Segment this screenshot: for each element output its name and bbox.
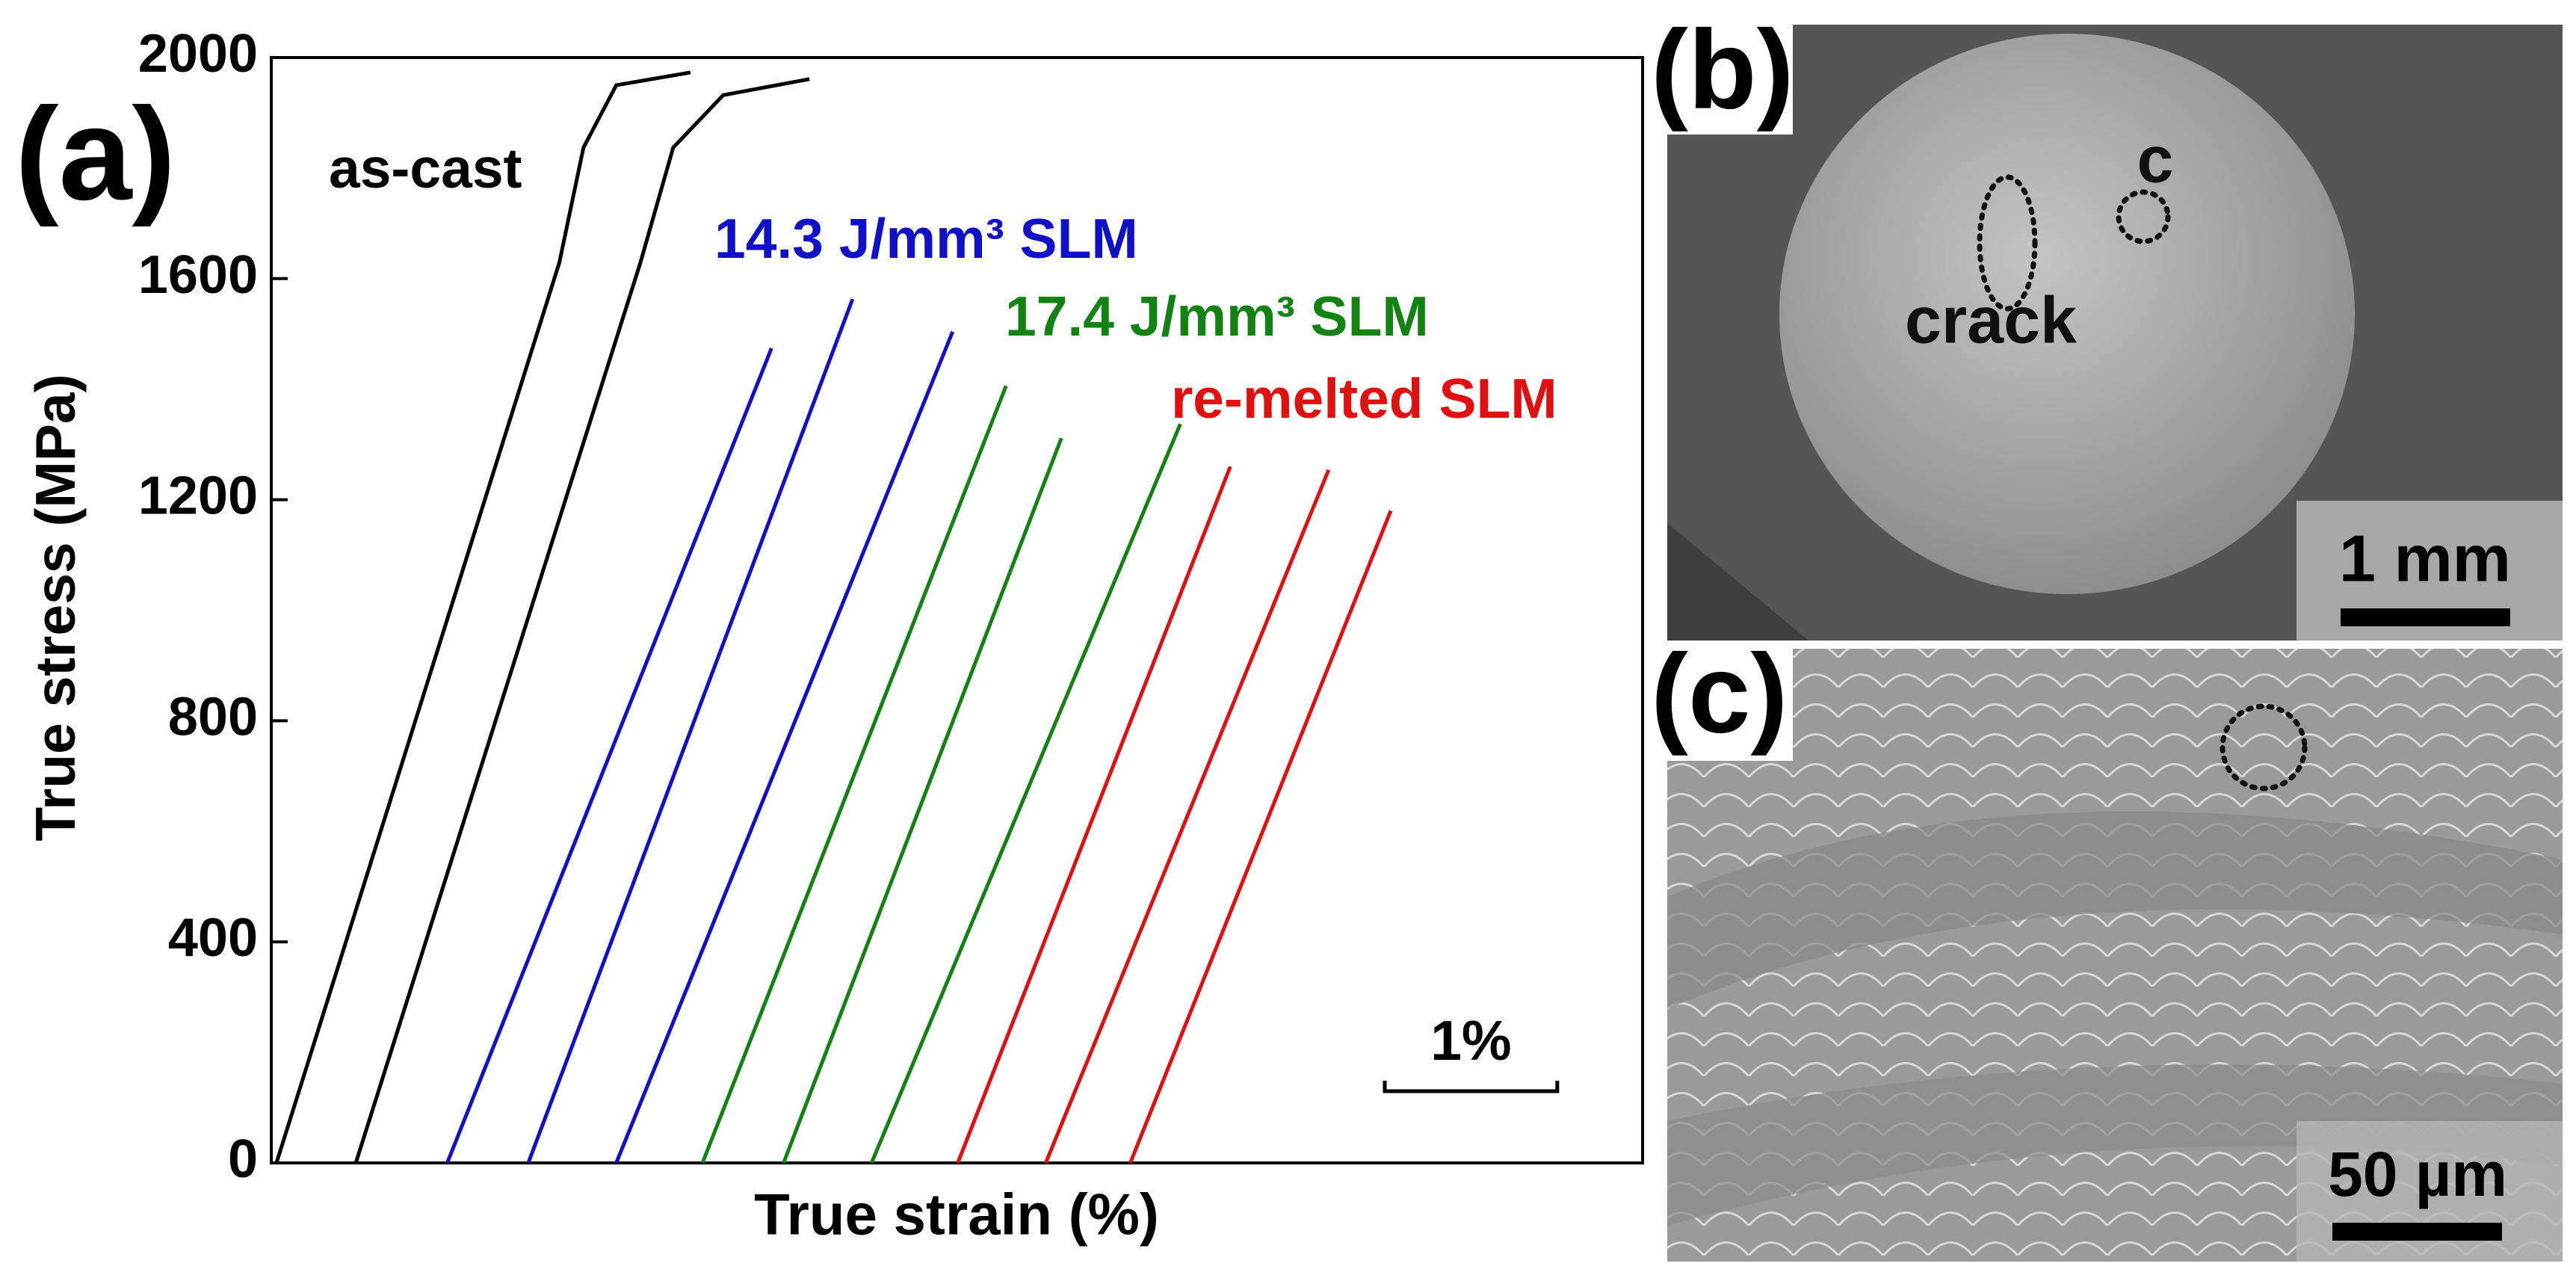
y-axis-label: True stress (MPa) [24,374,87,841]
scale-bar [2332,1223,2502,1241]
sem-panel-c: 50 µm (c) [1651,631,2563,1262]
scale-bar [2341,608,2510,626]
y-tick-label: 1200 [138,466,258,526]
crack-label: crack [1905,283,2078,357]
label-bg [1651,649,1793,761]
stress-strain-curve [1044,469,1331,1164]
stress-strain-curve [782,437,1063,1164]
scale-label: 1 mm [2339,521,2511,595]
sem-image [1667,811,2563,1009]
curve-annotation: 17.4 J/mm³ SLM [1005,285,1429,348]
sem-image [1667,1064,2563,1226]
panel-label: (b) [1651,7,1794,132]
stress-strain-curve [869,423,1182,1164]
particle-marker [2220,703,2308,791]
stress-strain-curve [445,348,773,1164]
curve-annotation: as-cast [329,137,522,200]
x-axis-label: True strain (%) [754,1182,1159,1247]
sem-panel-b: crack c 1 mm (b) [1651,7,2563,641]
stress-strain-curve [614,330,955,1164]
y-tick-label: 800 [168,687,258,747]
plot-frame [270,56,1644,1164]
panel-label: (c) [1651,631,1788,756]
y-tick-label: 400 [168,908,258,968]
panel-label: (a) [15,81,176,227]
scale-label: 50 µm [2328,1139,2507,1209]
stress-strain-curve [353,77,810,1164]
c-marker [2116,189,2171,244]
label-bg [1651,15,1793,135]
stress-strain-curve [700,385,1008,1164]
y-tick-label: 2000 [138,24,258,84]
stress-strain-curve [956,466,1232,1164]
c-label: c [2137,122,2174,196]
sem-image [1667,523,1809,641]
scale-bar [1383,1081,1560,1093]
stress-strain-curve [526,298,855,1164]
crack-marker [1977,174,2038,312]
curve-annotation: 14.3 J/mm³ SLM [714,207,1138,270]
stress-strain-curve [274,70,691,1164]
stress-strain-curve [1128,510,1393,1164]
fracture-disc [1779,34,2355,594]
scale-bar-label: 1% [1430,1009,1511,1072]
y-tick-label: 0 [228,1129,258,1189]
y-tick-label: 1600 [138,245,258,305]
curve-annotation: re-melted SLM [1171,367,1557,430]
